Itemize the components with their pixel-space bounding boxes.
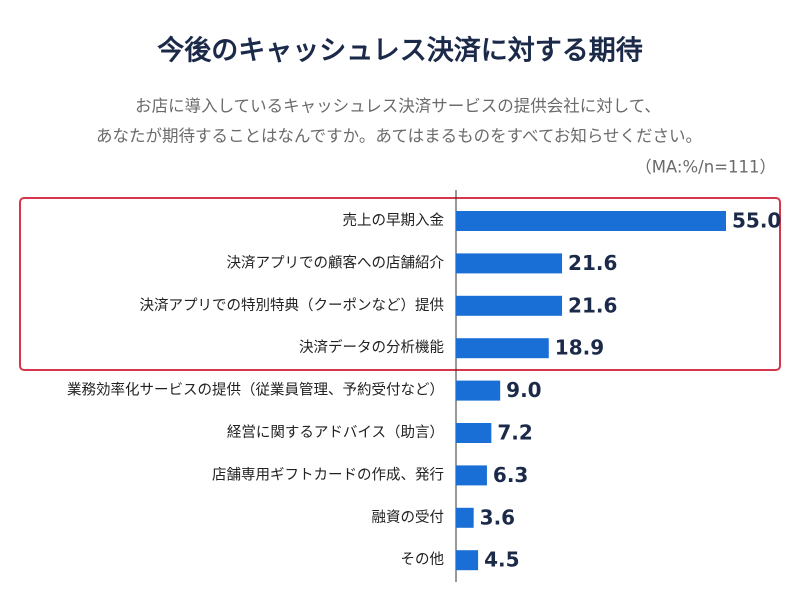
bar — [456, 338, 549, 359]
category-label: その他 — [401, 551, 445, 568]
value-label: 4.5 — [484, 548, 519, 572]
bar — [456, 465, 487, 486]
subtitle: あなたが期待することはなんですか。あてはまるものをすべてお知らせください。 — [96, 127, 702, 146]
value-label: 9.0 — [506, 378, 541, 402]
category-label: 決済アプリでの顧客への店舗紹介 — [227, 254, 445, 271]
category-label: 経営に関するアドバイス（助言） — [227, 424, 444, 441]
value-label: 21.6 — [568, 293, 617, 317]
value-label: 3.6 — [480, 505, 515, 529]
subtitle: お店に導入しているキャッシュレス決済サービスの提供会社に対して、 — [135, 97, 661, 116]
category-label: 業務効率化サービスの提供（従業員管理、予約受付など） — [67, 382, 444, 399]
bar — [456, 253, 563, 274]
highlight-box — [19, 197, 781, 371]
bar — [456, 211, 726, 231]
bar — [456, 423, 492, 443]
category-label: 決済データの分析機能 — [299, 338, 444, 356]
bar — [456, 550, 479, 571]
value-label: 6.3 — [493, 463, 528, 487]
bar — [456, 380, 501, 401]
chart-title: 今後のキャッシュレス決済に対する期待 — [157, 35, 642, 67]
value-label: 7.2 — [497, 421, 532, 445]
category-label: 売上の早期入金 — [343, 212, 445, 229]
category-label: 融資の受付 — [372, 509, 445, 526]
bar — [456, 295, 563, 316]
category-label: 決済アプリでの特別特典（クーポンなど）提供 — [140, 297, 445, 314]
value-label: 18.9 — [555, 336, 604, 360]
value-label: 55.0 — [732, 209, 781, 233]
bar — [456, 507, 474, 528]
note: （MA:%/n=111） — [635, 158, 776, 177]
value-label: 21.6 — [568, 251, 617, 275]
category-label: 店舗専用ギフトカードの作成、発行 — [212, 466, 444, 483]
